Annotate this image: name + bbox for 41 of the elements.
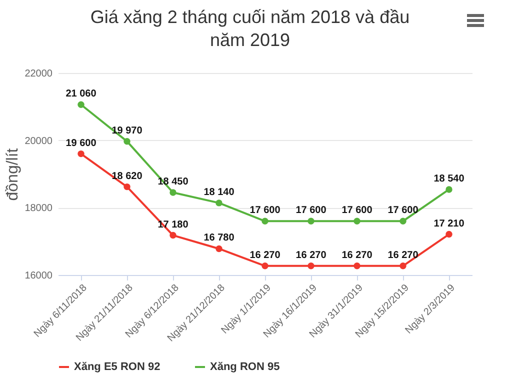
point	[78, 101, 84, 108]
point	[216, 200, 222, 206]
data-label: 17 210	[434, 218, 465, 230]
point	[400, 262, 406, 270]
point	[308, 218, 314, 224]
data-label: 17 600	[342, 205, 373, 216]
data-label: 16 780	[204, 232, 235, 244]
legend-label: Xăng RON 95	[210, 361, 280, 373]
y-tick-label: 22000	[24, 68, 53, 80]
data-label: 16 270	[296, 250, 327, 261]
data-label: 18 620	[112, 170, 143, 182]
data-label: 21 060	[66, 88, 97, 100]
data-label: 18 540	[434, 173, 465, 184]
point	[354, 218, 360, 224]
data-label: 17 600	[250, 205, 281, 216]
data-label: 16 270	[388, 250, 419, 261]
chart-title: Giá xăng 2 tháng cuối năm 2018 và đầu năm 2019	[90, 6, 410, 52]
data-label: 19 600	[66, 138, 97, 149]
point	[216, 245, 222, 252]
point	[78, 150, 84, 158]
point	[170, 189, 176, 196]
point	[170, 232, 176, 239]
point	[262, 262, 268, 270]
point	[308, 262, 314, 270]
point	[446, 186, 452, 193]
point	[262, 218, 268, 224]
data-label: 17 600	[388, 205, 419, 216]
point	[124, 138, 130, 145]
data-label: 18 140	[204, 186, 235, 198]
point	[354, 262, 360, 270]
point	[124, 183, 130, 190]
legend-label: Xăng E5 RON 92	[74, 361, 160, 373]
point	[400, 218, 406, 224]
y-tick-label: 20000	[24, 136, 53, 147]
data-label: 17 600	[296, 205, 327, 216]
y-tick-label: 18000	[24, 203, 53, 214]
y-tick-label: 16000	[24, 270, 53, 282]
data-label: 16 270	[342, 250, 373, 261]
data-label: 16 270	[250, 250, 281, 261]
y-axis-title: đồng/lít	[4, 148, 22, 201]
point	[446, 230, 452, 238]
